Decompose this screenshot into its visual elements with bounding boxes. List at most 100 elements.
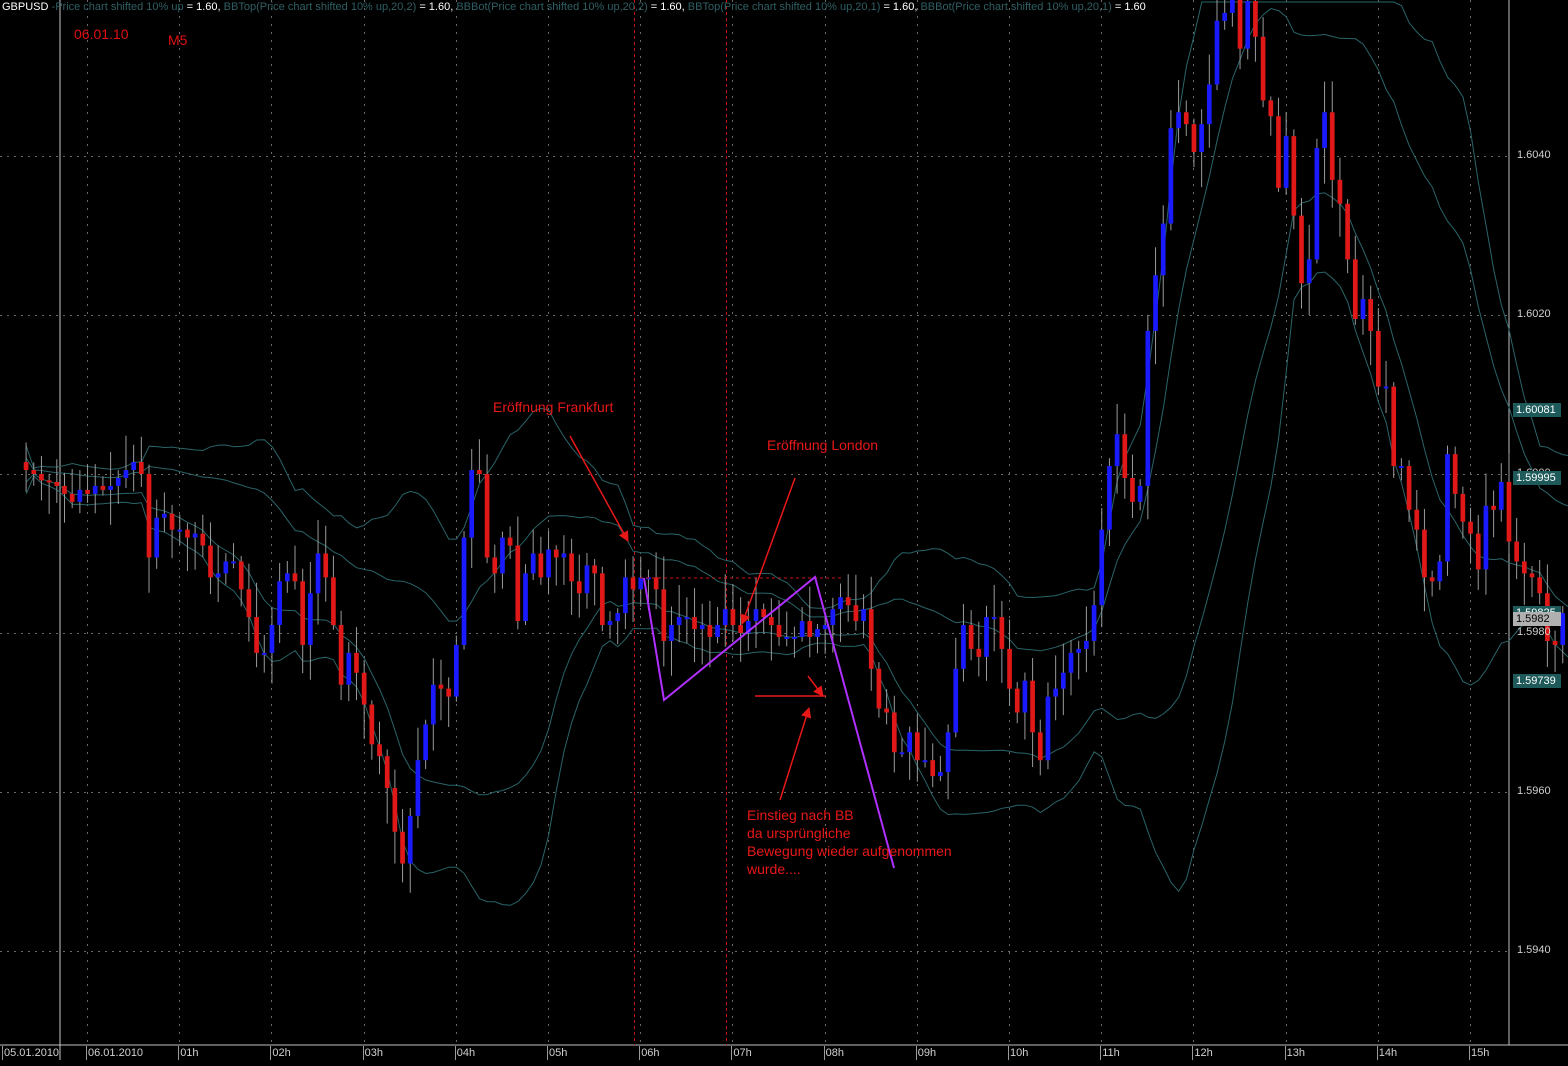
candle-body-67 <box>538 553 544 578</box>
candle-body-3 <box>46 480 52 483</box>
candle-body-124 <box>976 648 982 657</box>
candle-body-34 <box>284 573 290 582</box>
candle-body-191 <box>1491 505 1496 510</box>
candle-body-18 <box>162 513 167 518</box>
candle-body-189 <box>1475 533 1481 570</box>
candle-body-185 <box>1445 454 1450 562</box>
candle-body-162 <box>1268 100 1274 117</box>
candle-body-77 <box>615 613 621 622</box>
candle-body-173 <box>1352 259 1358 319</box>
candle-body-39 <box>323 553 329 578</box>
arrow-frankfurt <box>569 435 629 542</box>
annotation-entry-line-4: wurde.... <box>747 861 801 877</box>
candle-body-161 <box>1260 36 1266 101</box>
candle-body-134 <box>1053 688 1058 697</box>
time-tick-4: 03h <box>364 1047 383 1059</box>
candle-body-171 <box>1337 179 1343 204</box>
price-tick-2: 1.5980 <box>1517 626 1551 638</box>
candle-body-133 <box>1045 696 1051 761</box>
time-tick-mark-2 <box>178 1046 180 1060</box>
candle-body-68 <box>546 549 551 578</box>
candle-body-197 <box>1537 577 1543 594</box>
candle-body-105 <box>830 609 836 626</box>
candle-body-128 <box>1007 648 1012 689</box>
time-tick-15: 14h <box>1378 1047 1398 1059</box>
legend-value-2: = 1.60, <box>647 1 688 13</box>
candle-body-50 <box>407 815 413 864</box>
candle-body-151 <box>1183 112 1189 125</box>
candle-body-19 <box>169 513 175 530</box>
legend-value-4: = 1.60 <box>1111 1 1146 13</box>
time-tick-mark-13 <box>1192 1046 1194 1060</box>
candle-body-129 <box>1014 688 1020 713</box>
candle-body-42 <box>346 652 352 685</box>
candle-body-101 <box>799 621 805 637</box>
time-tick-mark-1 <box>86 1046 87 1060</box>
candle-body-35 <box>292 573 298 582</box>
legend-indicator-3: BBTop(Price chart shifted 10% up,20,1) <box>687 1 881 13</box>
candle-body-179 <box>1399 466 1404 469</box>
legend-indicator-4: BBBot(Price chart shifted 10% up,20,1) <box>920 1 1112 13</box>
candle-body-89 <box>707 625 713 637</box>
candle-body-98 <box>776 625 782 637</box>
time-tick-12: 11h <box>1102 1047 1120 1059</box>
candle-body-169 <box>1322 112 1327 149</box>
candle-body-147 <box>1153 275 1158 331</box>
candle-body-176 <box>1376 330 1381 387</box>
candle-body-181 <box>1414 509 1420 530</box>
time-tick-mark-16 <box>1469 1046 1470 1060</box>
candle-body-184 <box>1437 561 1443 582</box>
time-tick-mark-0 <box>2 1046 3 1060</box>
candle-body-97 <box>769 617 774 626</box>
candle-body-149 <box>1168 128 1174 224</box>
candle-body-63 <box>507 537 513 546</box>
time-tick-2: 01h <box>180 1047 199 1059</box>
price-badge-3: 1.5982 <box>1513 611 1561 626</box>
candle-body-11 <box>108 485 113 490</box>
candle-body-54 <box>438 684 444 689</box>
candle-body-170 <box>1329 112 1335 180</box>
candle-body-156 <box>1222 12 1228 21</box>
candle-body-111 <box>876 668 882 709</box>
candle-body-80 <box>638 577 644 590</box>
legend-indicator-0: -Price chart shifted 10% up <box>48 1 184 13</box>
candle-body-56 <box>454 644 459 697</box>
candle-body-53 <box>430 684 436 725</box>
time-tick-mark-4 <box>362 1046 364 1060</box>
candle-body-175 <box>1368 299 1374 331</box>
candle-body-132 <box>1037 732 1043 761</box>
annotation-entry-line-2: da ursprüngliche <box>747 825 851 841</box>
candle-body-38 <box>315 553 321 594</box>
candle-body-16 <box>146 474 152 558</box>
candle-body-113 <box>891 712 897 753</box>
candle-body-127 <box>999 617 1005 649</box>
indicator-legend: GBPUSD -Price chart shifted 10% up = 1.6… <box>2 1 1146 13</box>
candle-body-21 <box>185 529 190 538</box>
candle-body-49 <box>400 831 405 864</box>
candle-body-131 <box>1030 680 1035 733</box>
candle-body-100 <box>792 636 797 639</box>
candle-body-15 <box>138 462 144 474</box>
trend-line <box>643 575 895 869</box>
candle-body-47 <box>384 756 390 789</box>
legend-value-3: = 1.60, <box>880 1 921 13</box>
price-badge-1: 1.59995 <box>1513 470 1561 485</box>
candle-body-146 <box>1145 330 1151 486</box>
candle-body-199 <box>1552 640 1558 645</box>
candle-body-36 <box>300 581 306 645</box>
arrow-entry <box>779 706 812 801</box>
candle-body-150 <box>1176 112 1181 129</box>
candle-body-188 <box>1468 521 1473 534</box>
arrow-entry-small <box>807 675 824 697</box>
candle-body-183 <box>1429 577 1435 582</box>
candle-body-93 <box>738 625 743 633</box>
candle-body-196 <box>1529 573 1535 578</box>
candle-body-157 <box>1230 0 1235 13</box>
price-tick-4: 1.6020 <box>1517 308 1551 320</box>
candle-body-163 <box>1276 116 1281 188</box>
candle-body-160 <box>1253 0 1258 37</box>
candle-body-27 <box>231 561 236 564</box>
time-tick-mark-8 <box>731 1046 733 1060</box>
candle-body-60 <box>484 474 490 558</box>
